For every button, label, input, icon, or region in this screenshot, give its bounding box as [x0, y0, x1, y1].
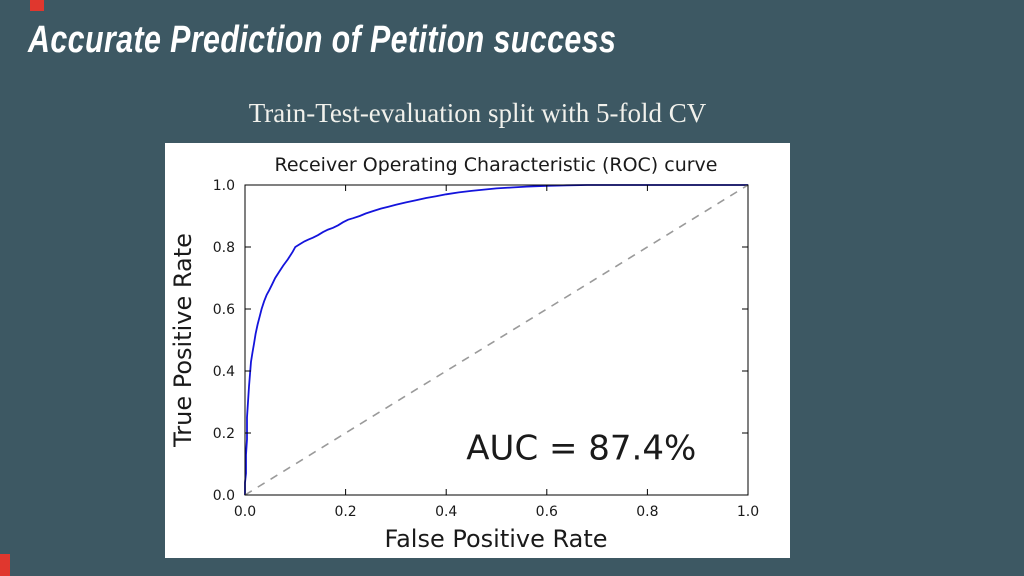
x-axis-label: False Positive Rate [384, 525, 607, 553]
y-tick-label: 1.0 [213, 178, 235, 194]
y-tick-label: 0.4 [213, 364, 235, 380]
y-axis-ticks: 0.0 0.2 0.4 0.6 0.8 1.0 [213, 178, 748, 504]
accent-mark-top [30, 0, 44, 11]
x-tick-label: 0.0 [234, 504, 256, 520]
y-tick-label: 0.0 [213, 488, 235, 504]
y-axis-label: True Positive Rate [169, 233, 197, 448]
x-tick-label: 0.8 [636, 504, 658, 520]
series-roc-curve [244, 184, 748, 495]
x-tick-label: 0.4 [435, 504, 457, 520]
plot-border [244, 184, 749, 496]
chart-title: Receiver Operating Characteristic (ROC) … [275, 154, 718, 176]
y-tick-label: 0.2 [213, 426, 235, 442]
x-tick-label: 0.2 [334, 504, 356, 520]
y-tick-label: 0.8 [213, 240, 235, 256]
slide-subtitle: Train-Test-evaluation split with 5-fold … [248, 98, 707, 128]
slide-title: Accurate Prediction of Petition success [28, 19, 617, 61]
x-tick-label: 1.0 [737, 504, 759, 520]
accent-mark-bottom [0, 554, 10, 576]
y-tick-label: 0.6 [213, 302, 235, 318]
series-group [244, 184, 749, 496]
roc-chart-figure: Receiver Operating Characteristic (ROC) … [165, 143, 790, 558]
auc-annotation: AUC = 87.4% [466, 428, 696, 468]
roc-figure-svg: Receiver Operating Characteristic (ROC) … [169, 154, 759, 553]
x-tick-label: 0.6 [536, 504, 558, 520]
x-axis-ticks: 0.0 0.2 0.4 0.6 0.8 1.0 [234, 185, 759, 520]
